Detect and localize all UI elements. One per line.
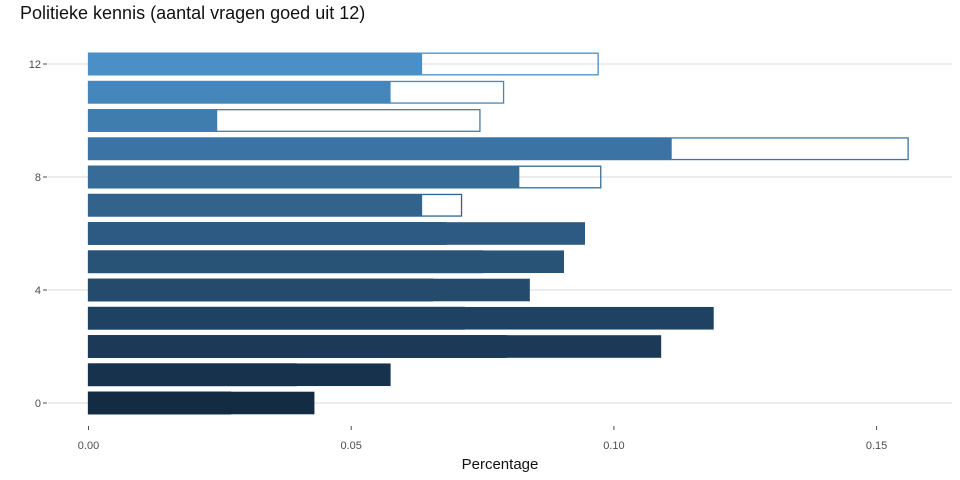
- y-axis: 0 4 8 12: [29, 59, 47, 410]
- bar-filled-10: [88, 109, 218, 132]
- bar-outline-8: [87, 165, 602, 189]
- bar-outline-5: [87, 250, 484, 274]
- x-tick-label: 0.05: [340, 440, 361, 452]
- y-tick-label: 12: [29, 59, 41, 71]
- x-axis: 0.00 0.05 0.10 0.15: [78, 426, 887, 452]
- bar-outline-2: [87, 335, 507, 358]
- bar-outline-3: [87, 306, 465, 330]
- bar-outline-12: [87, 52, 599, 76]
- bar-filled-12: [88, 52, 423, 76]
- bar-filled-6: [88, 222, 586, 245]
- bars: [87, 52, 909, 415]
- bar-outline-1: [87, 363, 297, 387]
- y-tick-label: 4: [35, 285, 41, 297]
- x-tick-label: 0.10: [603, 440, 624, 452]
- bar-filled-2: [88, 335, 662, 358]
- bar-outline-10: [87, 109, 481, 132]
- bar-outline-4: [87, 278, 434, 302]
- bar-outline-9: [87, 137, 909, 161]
- bar-outline-0: [87, 391, 232, 415]
- y-tick-label: 0: [35, 398, 41, 410]
- bar-outline-6: [87, 222, 447, 245]
- x-tick-label: 0.00: [78, 440, 99, 452]
- chart-title: Politieke kennis (aantal vragen goed uit…: [20, 3, 366, 23]
- bar-filled-0: [88, 391, 315, 415]
- bar-filled-3: [88, 306, 714, 330]
- x-tick-label: 0.15: [866, 440, 887, 452]
- bar-filled-4: [88, 278, 530, 302]
- bar-outline-7: [87, 193, 463, 217]
- bar-filled-11: [88, 80, 391, 104]
- bar-filled-1: [88, 363, 391, 387]
- bar-filled-9: [88, 137, 672, 161]
- bar-outline-11: [87, 80, 505, 104]
- bar-filled-7: [88, 193, 423, 217]
- bar-filled-8: [88, 165, 520, 189]
- y-tick-label: 8: [35, 172, 41, 184]
- bar-filled-5: [88, 250, 564, 274]
- x-axis-title: Percentage: [462, 456, 539, 473]
